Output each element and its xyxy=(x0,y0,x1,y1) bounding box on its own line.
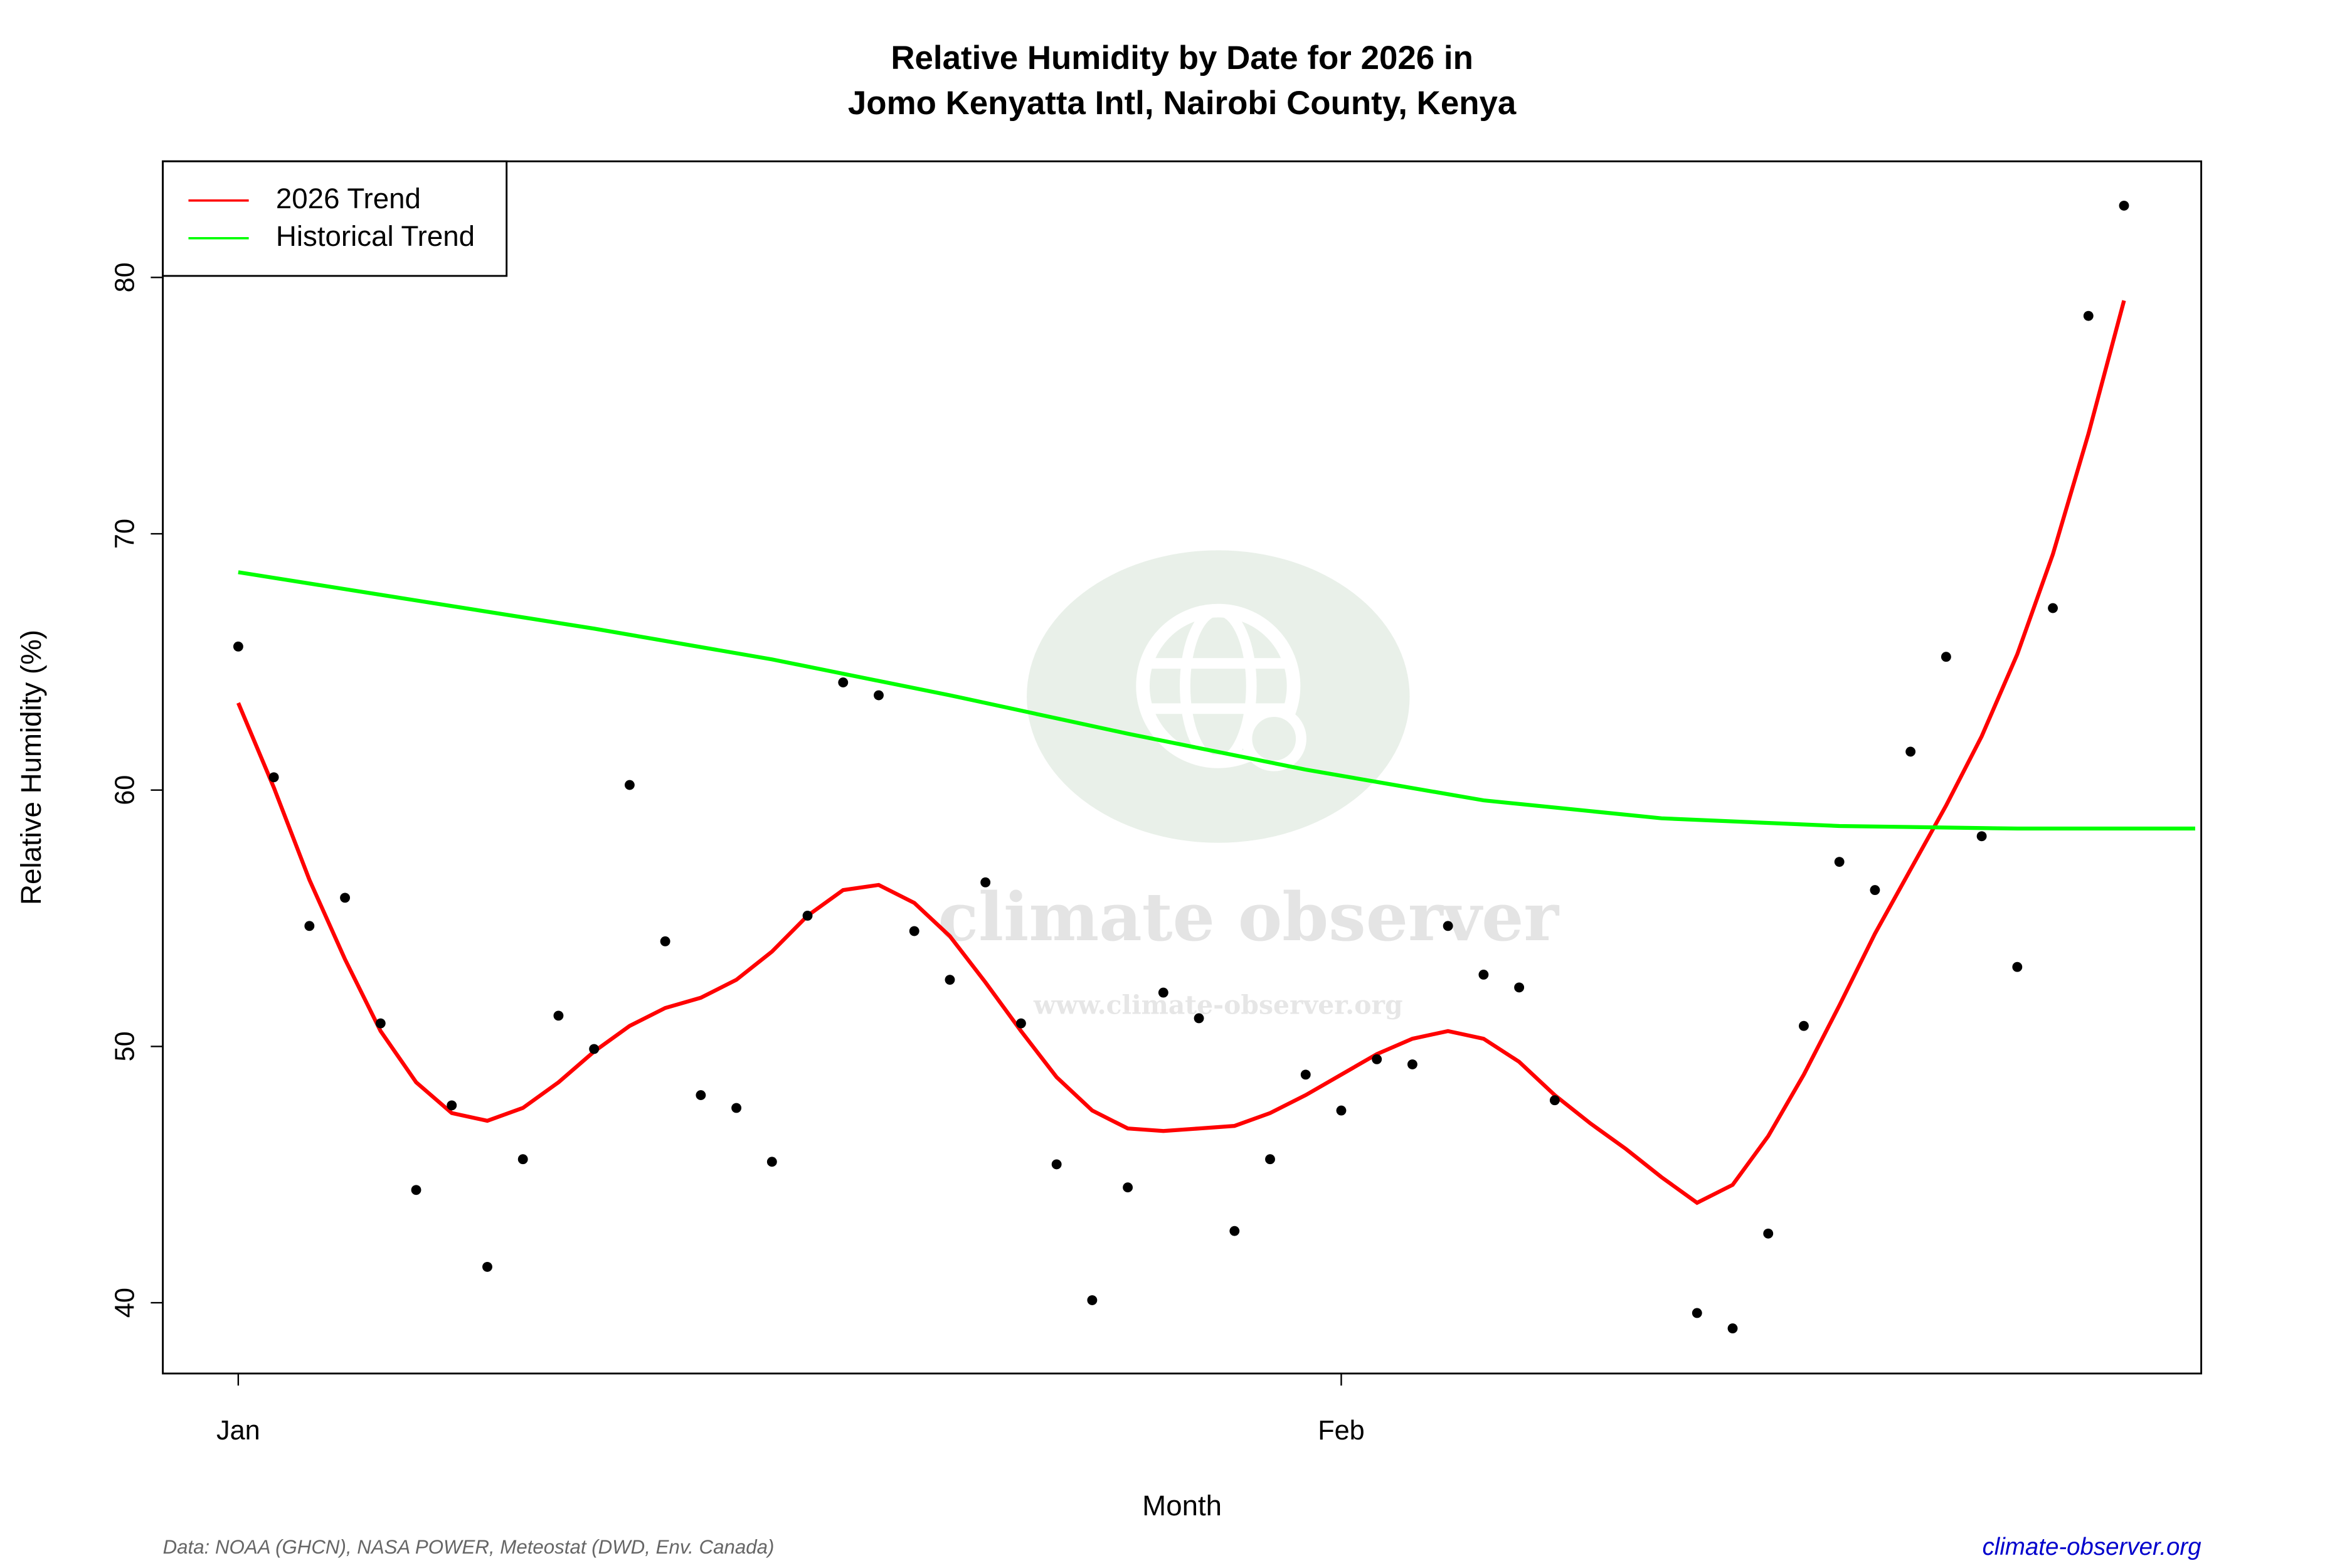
data-point xyxy=(1905,746,1916,757)
y-tick-label: 70 xyxy=(110,519,140,549)
data-point xyxy=(268,772,279,783)
watermark-lens xyxy=(1241,706,1306,771)
data-point xyxy=(1799,1020,1809,1031)
watermark-text: climate observer xyxy=(938,878,1560,956)
data-point xyxy=(340,893,351,903)
data-point xyxy=(838,677,849,688)
data-point xyxy=(1051,1159,1062,1170)
data-point xyxy=(1870,885,1880,896)
data-point xyxy=(553,1010,564,1021)
data-point xyxy=(1300,1069,1311,1080)
x-tick-label: Feb xyxy=(1318,1416,1365,1446)
watermark-globe xyxy=(1180,605,1257,767)
data-point xyxy=(766,1157,777,1167)
legend-label: Historical Trend xyxy=(276,220,475,252)
data-point xyxy=(233,641,243,652)
data-point xyxy=(304,921,315,931)
data-point xyxy=(1372,1054,1382,1064)
y-tick-label: 80 xyxy=(110,262,140,292)
chart-title: Relative Humidity by Date for 2026 in xyxy=(891,40,1473,77)
data-point xyxy=(660,936,670,946)
data-point xyxy=(731,1103,742,1113)
data-point xyxy=(1514,982,1525,993)
data-point xyxy=(1265,1154,1275,1165)
data-point xyxy=(1336,1105,1347,1116)
y-tick-label: 40 xyxy=(110,1288,140,1318)
data-point xyxy=(945,975,955,985)
watermark-badge xyxy=(1027,550,1410,843)
data-point xyxy=(482,1261,492,1272)
legend-box xyxy=(162,160,508,277)
data-point xyxy=(624,780,635,790)
data-point xyxy=(696,1090,706,1100)
data-point xyxy=(1692,1308,1702,1318)
data-point xyxy=(1015,1018,1026,1029)
data-point xyxy=(447,1100,457,1111)
y-axis-label: Relative Humidity (%) xyxy=(15,630,47,905)
data-point xyxy=(909,926,919,936)
data-point xyxy=(1549,1095,1560,1106)
data-point xyxy=(1941,652,1951,662)
data-point xyxy=(2119,200,2129,211)
data-point xyxy=(1727,1323,1738,1333)
data-point xyxy=(517,1154,528,1165)
data-point xyxy=(980,877,991,887)
chart-title: Jomo Kenyatta Intl, Nairobi County, Keny… xyxy=(848,85,1517,122)
data-point xyxy=(2012,961,2023,972)
x-axis-label: Month xyxy=(1142,1490,1222,1522)
data-point xyxy=(411,1185,421,1195)
data-point xyxy=(1407,1059,1417,1069)
data-point xyxy=(2083,310,2094,321)
plot-frame xyxy=(162,160,2203,1375)
data-point xyxy=(874,690,884,701)
data-point xyxy=(375,1018,386,1029)
legend-label: 2026 Trend xyxy=(276,183,421,215)
trend-line xyxy=(238,570,2195,831)
data-point xyxy=(589,1044,600,1054)
data-point xyxy=(802,911,813,921)
y-tick-label: 60 xyxy=(110,775,140,805)
data-point xyxy=(1478,970,1489,980)
data-point xyxy=(1443,921,1453,931)
data-point xyxy=(1229,1226,1240,1236)
x-tick-label: Jan xyxy=(216,1416,260,1446)
watermark: climate observer www.climate-observer.or… xyxy=(938,550,1560,1020)
credit: climate-observer.org xyxy=(1983,1534,2202,1560)
data-point xyxy=(1834,857,1845,867)
y-tick-label: 50 xyxy=(110,1031,140,1061)
data-point xyxy=(1158,987,1168,998)
data-point xyxy=(1087,1295,1098,1305)
source-note: Data: NOAA (GHCN), NASA POWER, Meteostat… xyxy=(163,1536,775,1558)
data-point xyxy=(2048,603,2058,613)
watermark-url: www.climate-observer.org xyxy=(1033,990,1403,1020)
data-point xyxy=(1194,1013,1204,1024)
data-point xyxy=(1123,1182,1133,1193)
data-point xyxy=(1763,1228,1774,1239)
data-point xyxy=(1976,831,1987,842)
trend-line xyxy=(236,300,2126,1205)
